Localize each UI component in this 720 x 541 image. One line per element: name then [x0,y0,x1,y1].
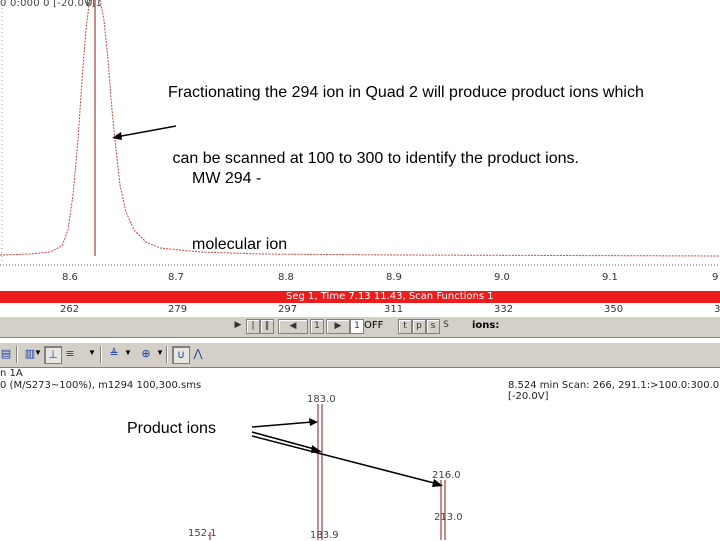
product-ion-arrow [251,431,319,451]
segment-bar[interactable]: Seg 1, Time 7.13 11.43, Scan Functions 1 [0,291,720,303]
mw-label-line-2: molecular ion [192,236,288,253]
chromatogram-plot [0,0,720,266]
next-scan-button[interactable]: ▶ [326,319,350,334]
scan-step-field[interactable]: 1 [350,319,364,334]
time-tick: 8.7 [168,272,184,283]
zoom-out-icon[interactable]: ▤ [0,347,12,360]
toolbar-separator [16,346,17,363]
scan-number: 311 [384,304,404,315]
scan-number: 297 [278,304,298,315]
mw-label: MW 294 - molecular ion [192,124,287,278]
scan-info: 8.524 min Scan: 266, 291.1:>100.0:300.0 … [508,380,720,402]
peak-label: 183.0 [307,394,336,405]
play-icon[interactable]: ▶ [234,320,242,330]
scan-number: 279 [168,304,188,315]
time-tick: 8.8 [278,272,294,283]
annotation-text: Fractionating the 294 ion in Quad 2 will… [168,38,644,192]
pause-button[interactable]: ‖ [260,319,274,334]
peak-label: 152.1 [188,528,217,539]
scan-number: 3 [714,304,720,315]
peak-label: 183.9 [310,530,339,541]
time-tick: 8.9 [386,272,402,283]
chromatogram-trace [0,0,720,257]
zoom-in-icon[interactable]: ▥ [24,347,36,360]
mw-label-line-1: MW 294 - [192,170,262,187]
scan-number: 332 [494,304,514,315]
scan-number-row: 262 279 297 311 332 350 3 [0,303,720,317]
peak-marker-label: 0 1 [86,0,102,9]
peak-label: 213.0 [434,512,463,523]
mini-button-t[interactable]: t [398,319,412,334]
product-ion-arrow [251,421,313,428]
spectrum-icon[interactable]: ⊕ [141,347,151,360]
previous-scan-button[interactable]: ◀ [278,319,308,334]
scan-number: 350 [604,304,624,315]
product-ion-spectrum [209,404,446,540]
baseline-icon[interactable]: ≡ [65,347,75,360]
overlay-icon[interactable]: ⋀ [193,347,203,360]
off-label: OFF [364,320,384,331]
time-tick: 9.0 [494,272,510,283]
scan-number: 262 [60,304,80,315]
chevron-down-icon[interactable]: ▼ [34,348,42,357]
ions-label: ions: [472,320,500,331]
mw-arrow [115,125,177,138]
mini-button-s[interactable]: s [426,319,440,334]
peak-pick-icon[interactable]: ⊥ [44,346,62,364]
toolbar-separator [100,346,101,363]
chromatogram-header: 0 0:000 0 [-20.0V] [0,0,96,9]
spectrum-toolbar: ▤ ▥ ▼ ⊥ ≡ ▼ ≜ ▼ ⊕ ▼ ∪ ⋀ [0,342,720,368]
time-tick: 8.6 [62,272,78,283]
first-scan-button[interactable]: | [246,319,260,334]
product-ion-arrow [251,435,439,485]
range-icon[interactable]: ≜ [109,347,119,360]
annotation-line-2: can be scanned at 100 to 300 to identify… [168,150,579,167]
scan-control-row: ▶ | ‖ ◀ 1 ▶ 1 OFF t p s S ions: [0,317,720,338]
file-info: 0 (M/S273~100%), m1294 100,300.sms [0,380,202,391]
step-field[interactable]: 1 [310,319,324,334]
function-label: n 1A [0,368,23,379]
annotation-line-1: Fractionating the 294 ion in Quad 2 will… [168,84,644,101]
time-tick: 9.1 [602,272,618,283]
chevron-down-icon[interactable]: ▼ [88,348,96,357]
panel-gap [0,338,720,342]
toolbar-separator [166,346,167,363]
time-tick: 9 [712,272,719,283]
mini-button-S[interactable]: S [443,320,449,330]
peak-label: 216.0 [432,470,461,481]
chevron-down-icon[interactable]: ▼ [124,348,132,357]
chevron-down-icon[interactable]: ▼ [156,348,164,357]
compare-icon[interactable]: ∪ [172,346,190,364]
segment-bar-text: Seg 1, Time 7.13 11.43, Scan Functions 1 [286,291,494,302]
product-ions-label: Product ions [127,420,216,437]
mini-button-p[interactable]: p [412,319,426,334]
